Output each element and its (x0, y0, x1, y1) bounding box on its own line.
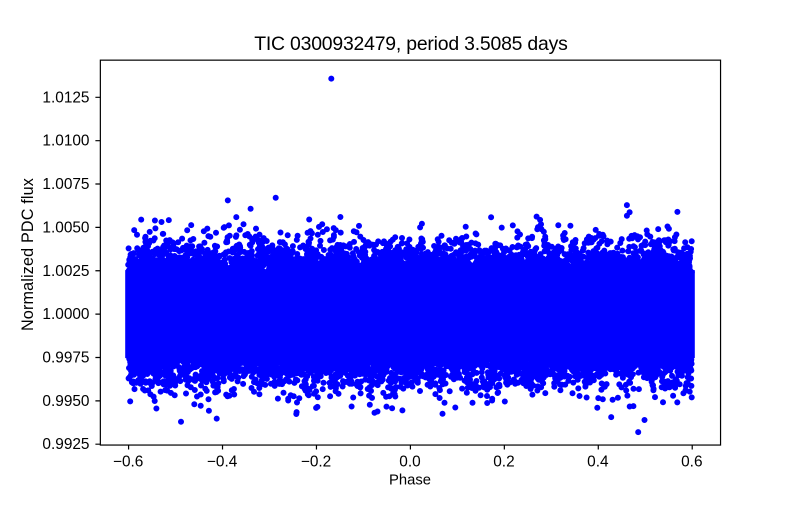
svg-text:0.0: 0.0 (399, 454, 420, 471)
svg-text:TIC 0300932479, period 3.5085: TIC 0300932479, period 3.5085 days (254, 33, 567, 55)
svg-text:−0.2: −0.2 (301, 454, 331, 471)
svg-text:1.0025: 1.0025 (42, 263, 89, 280)
svg-text:0.2: 0.2 (493, 454, 514, 471)
svg-text:Phase: Phase (389, 473, 431, 489)
svg-text:0.9925: 0.9925 (42, 436, 89, 453)
svg-text:Normalized PDC flux: Normalized PDC flux (19, 178, 37, 331)
svg-text:1.0125: 1.0125 (42, 89, 89, 106)
svg-text:1.0075: 1.0075 (42, 176, 89, 193)
svg-text:0.6: 0.6 (681, 454, 702, 471)
svg-text:1.0100: 1.0100 (42, 133, 89, 150)
svg-text:1.0000: 1.0000 (42, 306, 89, 323)
svg-text:0.4: 0.4 (587, 454, 609, 471)
svg-text:1.0050: 1.0050 (42, 219, 89, 236)
svg-text:0.9975: 0.9975 (42, 349, 89, 366)
svg-text:−0.4: −0.4 (207, 454, 238, 471)
svg-text:0.9950: 0.9950 (42, 393, 89, 410)
svg-text:−0.6: −0.6 (113, 454, 143, 471)
